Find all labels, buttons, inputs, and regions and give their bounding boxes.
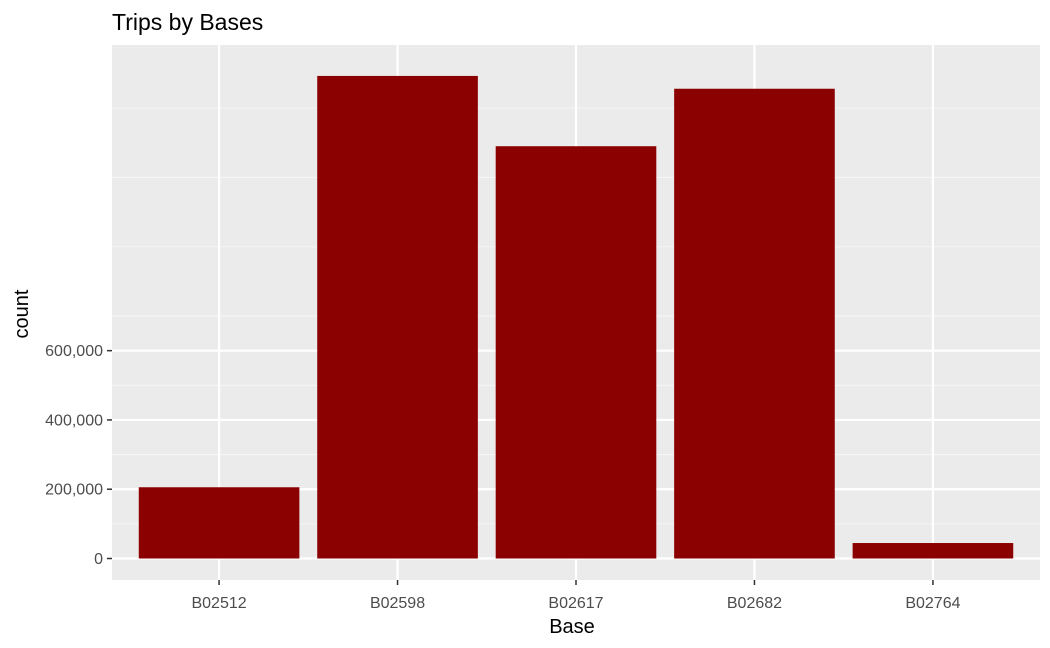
y-tick-label: 600,000 — [45, 343, 103, 360]
bar-B02682 — [674, 88, 835, 559]
x-axis-title: Base — [549, 616, 595, 638]
x-tick-label: B02598 — [370, 595, 425, 612]
y-axis: 0 200,000 400,000 600,000 — [45, 343, 112, 568]
y-tick-label: 0 — [94, 551, 103, 568]
bar-B02598 — [317, 75, 478, 559]
x-tick-label: B02512 — [191, 595, 246, 612]
bars — [138, 75, 1014, 559]
y-tick-label: 400,000 — [45, 412, 103, 429]
x-axis: B02512 B02598 B02617 B02682 B02764 — [191, 580, 961, 612]
y-tick-label: 200,000 — [45, 482, 103, 499]
x-tick-label: B02764 — [905, 595, 960, 612]
y-axis-title: count — [11, 289, 33, 338]
bar-B02764 — [852, 543, 1014, 559]
bar-B02512 — [138, 487, 300, 559]
chart-title: Trips by Bases — [112, 9, 263, 35]
bar-B02617 — [495, 146, 657, 559]
x-tick-label: B02682 — [727, 595, 782, 612]
x-tick-label: B02617 — [548, 595, 603, 612]
